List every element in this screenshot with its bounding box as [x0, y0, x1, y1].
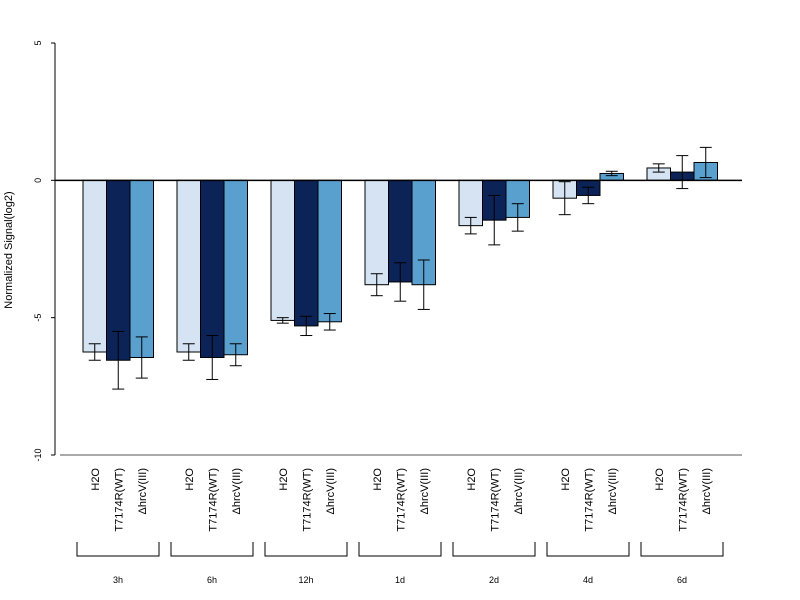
group-label: 3h [113, 575, 123, 585]
group-label: 2d [489, 575, 499, 585]
bar [129, 179, 154, 358]
group-brackets: 3h 6h 12h 1d 2d 4d 6d [76, 542, 724, 585]
y-tick-label: 0 [33, 178, 43, 183]
bar [294, 179, 319, 327]
y-tick-label: 5 [33, 40, 43, 45]
category-label: H2O [466, 468, 478, 491]
bars [82, 161, 718, 361]
group-bracket [358, 542, 442, 557]
category-label: H2O [184, 468, 196, 491]
category-label: ΔhrcV(III) [513, 468, 525, 514]
bar [223, 179, 248, 356]
group-bracket [76, 542, 160, 557]
bar [270, 179, 295, 321]
group-bracket [170, 542, 254, 557]
category-label: ΔhrcV(III) [137, 468, 149, 514]
category-labels: H2O T7174R(WT) ΔhrcV(III) H2O T7174R(WT) Δhrc… [90, 468, 713, 532]
category-label: T7174R(WT) [395, 468, 407, 532]
category-label: H2O [278, 468, 290, 491]
category-label: ΔhrcV(III) [231, 468, 243, 514]
group-label: 6d [677, 575, 687, 585]
category-label: ΔhrcV(III) [701, 468, 713, 514]
bar [176, 179, 201, 353]
category-label: H2O [560, 468, 572, 491]
category-label: T7174R(WT) [207, 468, 219, 532]
group-label: 1d [395, 575, 405, 585]
group-bracket [264, 542, 348, 557]
category-label: H2O [654, 468, 666, 491]
category-label: ΔhrcV(III) [325, 468, 337, 514]
y-axis: 5 0 -5 -10 [33, 40, 56, 462]
group-bracket [452, 542, 536, 557]
category-label: H2O [90, 468, 102, 491]
bar [364, 179, 389, 286]
category-label: T7174R(WT) [583, 468, 595, 532]
category-label: ΔhrcV(III) [419, 468, 431, 514]
bar [200, 179, 225, 358]
category-label: H2O [372, 468, 384, 491]
group-label: 12h [298, 575, 313, 585]
y-axis-title: Normalized Signal(log2) [3, 191, 15, 308]
category-label: T7174R(WT) [301, 468, 313, 532]
y-tick-label: -5 [33, 314, 43, 322]
group-bracket [546, 542, 630, 557]
error-bars [88, 146, 712, 390]
bar [317, 179, 342, 323]
category-label: T7174R(WT) [677, 468, 689, 532]
group-label: 4d [583, 575, 593, 585]
category-label: T7174R(WT) [113, 468, 125, 532]
category-label: ΔhrcV(III) [607, 468, 619, 514]
bar [82, 179, 107, 353]
category-label: T7174R(WT) [489, 468, 501, 532]
group-bracket [640, 542, 724, 557]
group-label: 6h [207, 575, 217, 585]
y-tick-label: -10 [33, 448, 43, 461]
